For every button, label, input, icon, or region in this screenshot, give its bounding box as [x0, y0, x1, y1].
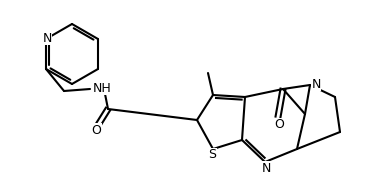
- Text: O: O: [274, 118, 284, 132]
- Text: N: N: [42, 31, 52, 45]
- Text: S: S: [208, 148, 216, 161]
- Text: N: N: [261, 161, 271, 175]
- Text: N: N: [311, 78, 320, 90]
- Text: NH: NH: [93, 81, 112, 94]
- Text: O: O: [91, 123, 101, 137]
